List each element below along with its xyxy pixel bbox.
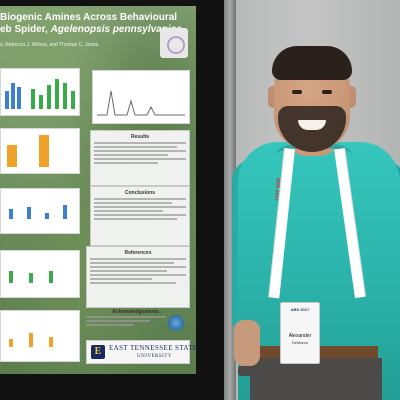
figure-bar: [9, 339, 13, 347]
research-poster: Biogenic Amines Across Behavioural eb Sp…: [0, 6, 196, 374]
references-heading: References: [124, 250, 152, 256]
badge-event-logo: ABS 2017: [290, 307, 310, 312]
smile: [298, 120, 326, 130]
figure-bar: [47, 85, 51, 109]
figure-panel-bars: [0, 68, 80, 116]
chromatogram-svg: [97, 90, 185, 116]
figure-bar: [63, 83, 67, 109]
name-badge: ABS 2017 Alexander DeMarco: [280, 302, 320, 364]
conclusions-panel: Conclusions: [90, 186, 190, 246]
badge-last-name: DeMarco: [291, 340, 309, 345]
acknowledgements-heading: Acknowledgements: [112, 309, 159, 315]
poster-title-line2-prefix: eb Spider,: [0, 24, 51, 35]
figure-bar: [29, 333, 33, 347]
figure-bar: [49, 271, 53, 283]
poster-title-line2: eb Spider, Agelenopsis pennsylvanica: [0, 24, 182, 36]
figure-bar: [45, 213, 49, 219]
figure-bar: [71, 91, 75, 109]
figure-panel-blue: [0, 188, 80, 234]
figure-bar: [31, 89, 35, 109]
figure-bar: [7, 145, 17, 167]
left-ear: [268, 86, 278, 108]
figure-bar: [9, 209, 13, 219]
figure-bar: [29, 273, 33, 283]
spider-logo-icon: [160, 28, 188, 58]
figure-bar: [9, 271, 13, 283]
conclusions-heading: Conclusions: [124, 190, 155, 196]
results-panel: Results: [90, 130, 190, 186]
poster-title: Biogenic Amines Across Behavioural eb Sp…: [0, 12, 182, 36]
figure-bar: [11, 83, 15, 109]
award-seal-icon: [168, 315, 184, 331]
figure-panel-chromatogram: [92, 70, 190, 124]
hair: [272, 46, 352, 80]
person: ABS 2017 ABS 2017 Alexander DeMarco: [232, 46, 400, 400]
figure-bar: [27, 207, 31, 219]
figure-bar: [63, 205, 67, 219]
pants: [250, 358, 382, 400]
university-name: EAST TENNESSEE STATE: [109, 344, 196, 352]
university-sub: UNIVERSITY: [137, 354, 172, 359]
figure-bar: [5, 91, 9, 109]
poster-title-species: Agelenopsis pennsylvanica: [50, 24, 182, 35]
acknowledgements-text: [86, 314, 166, 328]
results-heading: Results: [130, 134, 150, 140]
badge-first-name: Alexander: [288, 333, 312, 339]
figure-bar: [39, 135, 49, 167]
figure-bar: [49, 337, 53, 347]
right-ear: [346, 86, 356, 108]
university-emblem-icon: E: [91, 345, 105, 359]
wristwatch: [238, 366, 254, 376]
university-logo: E EAST TENNESSEE STATE UNIVERSITY: [86, 340, 196, 364]
figure-bar: [39, 95, 43, 109]
figure-bar: [55, 79, 59, 109]
left-eye: [292, 90, 302, 94]
figure-panel-orange: [0, 128, 80, 174]
poster-authors: s, Rebecca J. Wilson, and Thomas C. Jone…: [0, 42, 99, 48]
poster-board: Biogenic Amines Across Behavioural eb Sp…: [0, 0, 224, 400]
figure-bar: [17, 87, 21, 109]
hand: [234, 320, 260, 366]
poster-title-line1: Biogenic Amines Across Behavioural: [0, 12, 178, 23]
figure-panel-orange-2: [0, 310, 80, 362]
right-eye: [322, 90, 332, 94]
references-panel: References: [86, 246, 190, 308]
figure-panel-green: [0, 250, 80, 298]
